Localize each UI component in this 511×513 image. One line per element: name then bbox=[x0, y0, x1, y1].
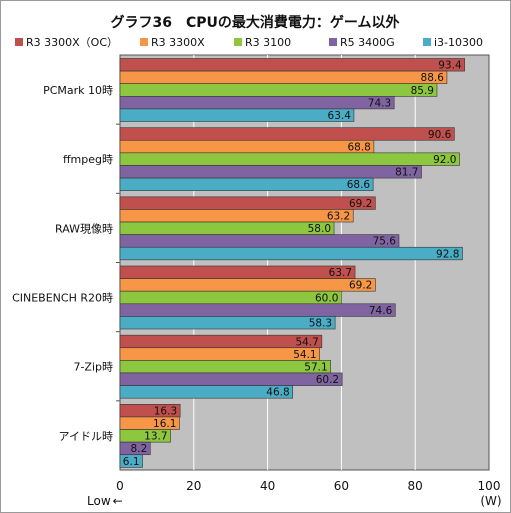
x-tick-label: 40 bbox=[260, 479, 275, 493]
bar bbox=[119, 209, 354, 223]
bar bbox=[119, 96, 395, 110]
bar bbox=[119, 83, 438, 97]
bar-value-label: 68.8 bbox=[347, 141, 370, 153]
legend-label: i3-10300 bbox=[434, 36, 483, 49]
legend-swatch bbox=[15, 38, 23, 46]
bar-value-label: 57.1 bbox=[304, 361, 327, 373]
bar bbox=[119, 246, 463, 261]
bar bbox=[119, 360, 331, 374]
bar-value-label: 58.3 bbox=[309, 318, 332, 330]
bar-value-label: 63.2 bbox=[327, 211, 350, 223]
bar-value-label: 69.2 bbox=[349, 280, 372, 292]
bar-value-label: 85.9 bbox=[411, 85, 434, 97]
legend-swatch bbox=[329, 38, 337, 46]
bar-value-label: 69.2 bbox=[349, 198, 372, 210]
bar bbox=[119, 196, 376, 210]
legend-swatch bbox=[234, 38, 242, 46]
bar bbox=[119, 58, 465, 72]
bar bbox=[119, 290, 342, 305]
category-label: 7-Zip時 bbox=[73, 361, 113, 374]
left-arrow-icon: ← bbox=[113, 494, 123, 508]
legend-label: R5 3400G bbox=[340, 36, 395, 49]
bar bbox=[119, 177, 374, 191]
plot-area bbox=[119, 54, 490, 471]
legend-swatch bbox=[423, 38, 431, 46]
bar bbox=[119, 234, 400, 248]
bar bbox=[119, 385, 293, 399]
bar bbox=[119, 372, 343, 386]
category-label: CINEBENCH R20時 bbox=[12, 292, 113, 305]
bar-value-label: 54.1 bbox=[293, 349, 316, 361]
bar-value-label: 90.6 bbox=[428, 129, 452, 141]
x-tick-labels: 0 20 40 60 80 100 bbox=[116, 479, 500, 493]
bar-value-label: 63.4 bbox=[328, 110, 352, 122]
bar bbox=[119, 127, 455, 141]
bar-value-label: 58.0 bbox=[308, 223, 331, 235]
category-label: ffmpeg時 bbox=[63, 153, 113, 166]
bar-value-label: 92.8 bbox=[436, 248, 459, 260]
chart-title: グラフ36 CPUの最大消費電力：ゲーム以外 bbox=[111, 14, 400, 31]
bar-value-label: 74.6 bbox=[369, 305, 393, 317]
x-tick-label: 80 bbox=[408, 479, 423, 493]
bar-value-label: 74.3 bbox=[368, 97, 391, 109]
x-axis-low-label: Low ← bbox=[87, 494, 123, 508]
bar bbox=[119, 278, 376, 292]
category-label: アイドル時 bbox=[59, 430, 113, 443]
bar bbox=[119, 221, 335, 235]
bar-value-label: 68.6 bbox=[347, 179, 371, 191]
bar-value-label: 8.2 bbox=[131, 443, 148, 455]
bar bbox=[119, 334, 323, 349]
bar bbox=[119, 454, 143, 468]
category-labels: PCMark 10時 ffmpeg時 RAW現像時 CINEBENCH R20時 7-Z… bbox=[12, 84, 113, 443]
legend-label: R3 3300X bbox=[151, 36, 205, 49]
bar-value-label: 93.4 bbox=[438, 60, 462, 72]
bar-value-label: 60.2 bbox=[316, 374, 339, 386]
gridlines bbox=[116, 55, 416, 470]
x-tick-label: 100 bbox=[478, 479, 501, 493]
bar-value-label: 16.3 bbox=[154, 405, 177, 417]
bar-value-label: 46.8 bbox=[266, 387, 289, 399]
bar bbox=[119, 316, 336, 330]
category-label: PCMark 10時 bbox=[43, 84, 113, 97]
bar bbox=[119, 303, 396, 317]
x-tick-label: 0 bbox=[116, 479, 124, 493]
bar-value-label: 63.7 bbox=[329, 267, 352, 279]
legend-swatch bbox=[140, 38, 148, 46]
bar-value-label: 75.6 bbox=[373, 236, 397, 248]
bar-value-label: 13.7 bbox=[144, 431, 167, 443]
legend: R3 3300X（OC） R3 3300X R3 3100 R5 3400G i3-10… bbox=[15, 36, 483, 49]
legend-label: R3 3100 bbox=[245, 36, 291, 49]
bars: 93.488.685.9 74.3 63.4 90.6 68.8 92.0 81.7 68.6… bbox=[119, 58, 465, 468]
bar bbox=[119, 347, 320, 361]
bar-value-label: 92.0 bbox=[433, 154, 456, 166]
bar-value-label: 81.7 bbox=[395, 167, 418, 179]
bar bbox=[119, 165, 422, 179]
bar-value-label: 54.7 bbox=[295, 336, 318, 348]
bar bbox=[119, 265, 356, 279]
x-axis-low-text: Low bbox=[87, 494, 111, 508]
x-axis-unit: (W) bbox=[480, 494, 501, 508]
bar-value-label: 6.1 bbox=[123, 456, 140, 468]
x-tick-label: 60 bbox=[334, 479, 349, 493]
legend-label: R3 3300X（OC） bbox=[26, 36, 118, 49]
bar-value-label: 60.0 bbox=[315, 292, 338, 304]
category-label: RAW現像時 bbox=[55, 222, 113, 235]
bar bbox=[119, 70, 448, 84]
bar-value-label: 16.1 bbox=[153, 418, 176, 430]
bar-value-label: 88.6 bbox=[421, 72, 445, 84]
bar bbox=[119, 139, 375, 154]
x-tick-label: 20 bbox=[186, 479, 201, 493]
bar bbox=[119, 108, 355, 122]
bar bbox=[119, 152, 460, 166]
